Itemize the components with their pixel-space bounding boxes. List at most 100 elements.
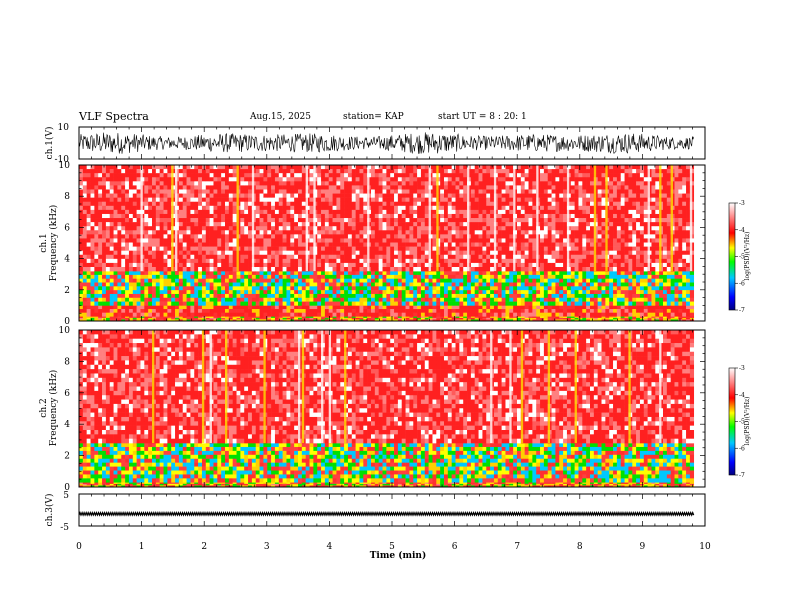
spectrogram-cell	[278, 254, 283, 260]
spectrogram-cell	[163, 312, 168, 317]
spectrogram-cell	[98, 185, 103, 190]
spectrogram-cell	[394, 271, 399, 276]
spectrogram-cell	[194, 213, 199, 219]
spectrogram-cell	[205, 278, 210, 283]
spectrogram-cell	[340, 267, 345, 272]
spectrogram-cell	[105, 278, 111, 283]
spectrogram-cell	[459, 185, 464, 190]
spectrogram-cell	[447, 205, 452, 211]
spectrogram-cell	[190, 169, 195, 174]
spectrogram-cell	[290, 177, 295, 182]
spectrogram-cell	[390, 173, 395, 178]
spectrogram-cell	[98, 297, 103, 302]
spectrogram-cell	[94, 238, 99, 243]
spectrogram-cell	[309, 293, 314, 299]
spectrogram-cell	[263, 246, 268, 251]
spectrogram-cell	[440, 218, 445, 223]
spectrogram-cell	[394, 218, 399, 223]
spectrogram-cell	[136, 218, 141, 223]
spectrogram-cell	[440, 297, 445, 302]
spectrogram-cell	[278, 250, 283, 256]
spectrogram-cell	[486, 316, 491, 319]
spectrogram-cell	[528, 242, 533, 247]
spectrogram-cell	[455, 169, 460, 174]
spectrogram-cell	[386, 305, 391, 310]
spectrogram-cell	[109, 226, 114, 231]
spectrogram-cell	[125, 262, 130, 268]
spectrogram-cell	[378, 205, 383, 211]
spectrogram-cell	[509, 297, 514, 302]
spectrogram-cell	[274, 209, 280, 215]
spectrogram-cell	[509, 213, 514, 219]
spectrogram-cell	[417, 201, 422, 207]
spectrogram-cell	[397, 205, 403, 211]
spectrogram-cell	[505, 258, 510, 264]
spectrogram-cell	[359, 177, 364, 182]
spectrogram-cell	[444, 234, 449, 239]
spectrogram-cell	[282, 205, 287, 211]
spectrogram-cell	[144, 305, 149, 310]
spectrogram-cell	[420, 305, 426, 310]
spectrogram-cell	[228, 169, 233, 174]
spectrogram-cell	[201, 209, 207, 215]
station-label: station= KAP	[343, 112, 404, 122]
spectrogram-cell	[82, 246, 87, 251]
spectrogram-cell	[198, 282, 203, 287]
spectrogram-cell	[163, 282, 168, 287]
spectrogram-cell	[232, 169, 237, 174]
spectrogram-cell	[363, 262, 368, 268]
spectrogram-cell	[447, 173, 452, 178]
spectrogram-cell	[286, 169, 291, 174]
spectrogram-cell	[282, 181, 287, 186]
spectrogram-cell	[401, 274, 406, 279]
spectrogram-cell	[513, 309, 518, 313]
spectrogram-cell	[209, 297, 214, 302]
spectrogram-cell	[167, 201, 172, 207]
spectrogram-cell	[347, 297, 353, 302]
spectrogram-cell	[493, 274, 499, 279]
spectrogram-cell	[313, 297, 318, 302]
spectrogram-cell	[102, 278, 107, 283]
spectrogram-cell	[420, 250, 426, 256]
spectrogram-cell	[248, 189, 253, 194]
spectrogram-cell	[182, 290, 187, 295]
spectrogram-cell	[79, 226, 84, 231]
spectrogram-cell	[186, 201, 191, 207]
spectrogram-cell	[86, 189, 91, 194]
spectrogram-cell	[121, 309, 126, 313]
spectrogram-cell	[363, 286, 368, 291]
spectrogram-cell	[167, 309, 172, 313]
spectrogram-cell	[267, 177, 272, 182]
spectrogram-cell	[451, 201, 456, 207]
spectrogram-cell	[321, 177, 326, 182]
spectrogram-cell	[332, 234, 337, 239]
spectrogram-cell	[228, 246, 233, 251]
spectrogram-cell	[344, 297, 349, 302]
spectrogram-cell	[451, 317, 456, 320]
spectrogram-cell	[152, 209, 157, 215]
spectrogram-cell	[155, 274, 160, 279]
spectrogram-cell	[221, 246, 226, 251]
spectrogram-cell	[98, 274, 103, 279]
spectrogram-cell	[451, 173, 456, 178]
spectrogram-cell	[263, 274, 268, 279]
spectrogram-cell	[286, 309, 291, 313]
spectrogram-cell	[209, 319, 214, 322]
spectrogram-cell	[159, 222, 164, 227]
spectrogram-cell	[186, 278, 191, 283]
spectrogram-cell	[321, 316, 326, 319]
spectrogram-cell	[278, 319, 283, 322]
spectrogram-cell	[274, 242, 280, 247]
spectrogram-cell	[194, 185, 199, 190]
spectrogram-cell	[324, 278, 330, 283]
spectrogram-cell	[524, 213, 529, 219]
spectrogram-cell	[128, 185, 134, 190]
spectrogram-cell	[132, 218, 137, 223]
spectrogram-cell	[428, 316, 433, 319]
spectrogram-cell	[240, 165, 245, 170]
spectrogram-cell	[186, 316, 191, 319]
spectrogram-cell	[244, 278, 249, 283]
spectrogram-cell	[109, 309, 114, 313]
spectrogram-cell	[428, 286, 433, 291]
spectrogram-cell	[401, 173, 406, 178]
